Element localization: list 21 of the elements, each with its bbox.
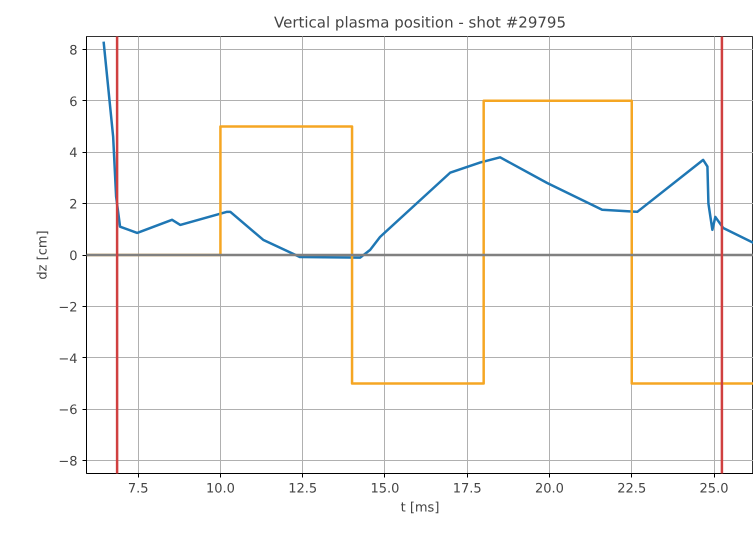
x-tick-label: 20.0: [535, 482, 564, 496]
x-tick-label: 10.0: [206, 482, 235, 496]
y-axis-title: dz [cm]: [35, 230, 50, 280]
x-tick-label: 7.5: [128, 482, 149, 496]
y-tick-label: −8: [58, 454, 78, 470]
y-tick-label: 6: [69, 94, 78, 110]
x-axis-title: t [ms]: [400, 500, 440, 516]
y-tick-label: 4: [69, 146, 78, 162]
line-series: [102, 40, 753, 259]
x-tick-label: 15.0: [370, 482, 400, 496]
y-tick-label: −6: [58, 403, 78, 418]
x-tick-label: 17.5: [452, 482, 482, 496]
chart-title: Vertical plasma position - shot #29795: [274, 14, 566, 32]
y-tick-label: −4: [58, 352, 78, 367]
y-tick-label: 8: [69, 43, 78, 58]
x-tick-label: 12.5: [288, 482, 318, 496]
x-tick-label: 22.5: [617, 482, 646, 496]
y-tick-label: −2: [58, 300, 78, 316]
y-tick-label: 2: [69, 198, 78, 213]
y-tick-label: 0: [69, 249, 78, 264]
x-tick-label: 25.0: [700, 482, 728, 496]
